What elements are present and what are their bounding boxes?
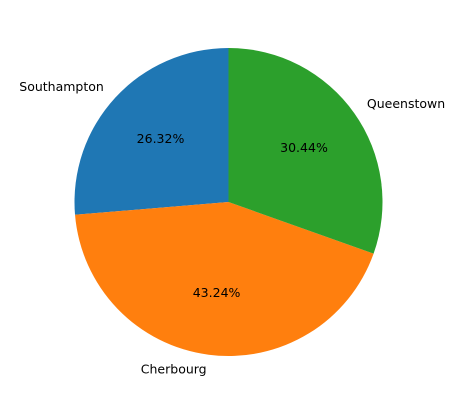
pie-slice-southampton xyxy=(74,48,229,215)
slice-label-southampton: Southampton xyxy=(19,79,104,94)
slice-percent-queenstown: 30.44% xyxy=(280,140,328,155)
slice-label-queenstown: Queenstown xyxy=(367,96,445,111)
slice-label-cherbourg: Cherbourg xyxy=(141,361,207,376)
pie-slice-cherbourg xyxy=(75,202,374,357)
pie-labels: Southampton 26.32% Cherbourg 43.24% Queensto… xyxy=(19,79,445,377)
pie-slice-queenstown xyxy=(228,48,383,254)
slice-percent-cherbourg: 43.24% xyxy=(193,285,241,300)
pie-slices xyxy=(74,48,383,357)
slice-percent-southampton: 26.32% xyxy=(137,131,185,146)
